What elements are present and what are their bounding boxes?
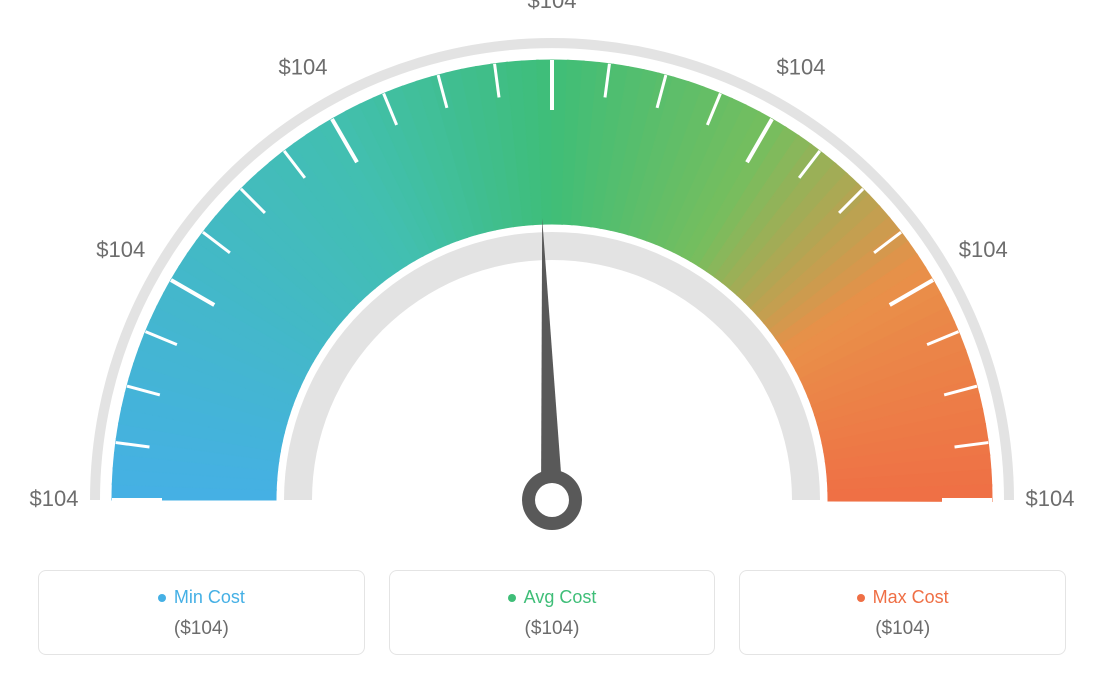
legend-dot-icon bbox=[857, 594, 865, 602]
gauge-tick-label: $104 bbox=[279, 55, 328, 80]
legend-row: Min Cost ($104) Avg Cost ($104) Max Cost ($10… bbox=[0, 570, 1104, 675]
legend-value: ($104) bbox=[400, 618, 705, 640]
legend-dot-icon bbox=[158, 594, 166, 602]
legend-value: ($104) bbox=[750, 618, 1055, 640]
gauge-hub-inner bbox=[535, 483, 569, 517]
legend-title: Max Cost bbox=[857, 587, 949, 608]
gauge-svg: $104 $104 $104 $104 $104 $104 $104 bbox=[0, 0, 1104, 570]
legend-card: Min Cost ($104) bbox=[38, 570, 365, 655]
legend-value: ($104) bbox=[49, 618, 354, 640]
legend-dot-icon bbox=[508, 594, 516, 602]
gauge-tick-label: $104 bbox=[959, 237, 1008, 262]
gauge-tick-label: $104 bbox=[96, 237, 145, 262]
legend-label: Avg Cost bbox=[524, 587, 597, 608]
gauge-tick-label: $104 bbox=[528, 0, 577, 13]
gauge-needle bbox=[541, 218, 563, 500]
gauge-tick-label: $104 bbox=[1026, 486, 1075, 511]
legend-card: Max Cost ($104) bbox=[739, 570, 1066, 655]
legend-label: Min Cost bbox=[174, 587, 245, 608]
legend-title: Min Cost bbox=[158, 587, 245, 608]
legend-title: Avg Cost bbox=[508, 587, 597, 608]
gauge-tick-label: $104 bbox=[30, 486, 79, 511]
gauge-tick-label: $104 bbox=[777, 55, 826, 80]
gauge-chart: $104 $104 $104 $104 $104 $104 $104 bbox=[0, 0, 1104, 570]
legend-card: Avg Cost ($104) bbox=[389, 570, 716, 655]
legend-label: Max Cost bbox=[873, 587, 949, 608]
